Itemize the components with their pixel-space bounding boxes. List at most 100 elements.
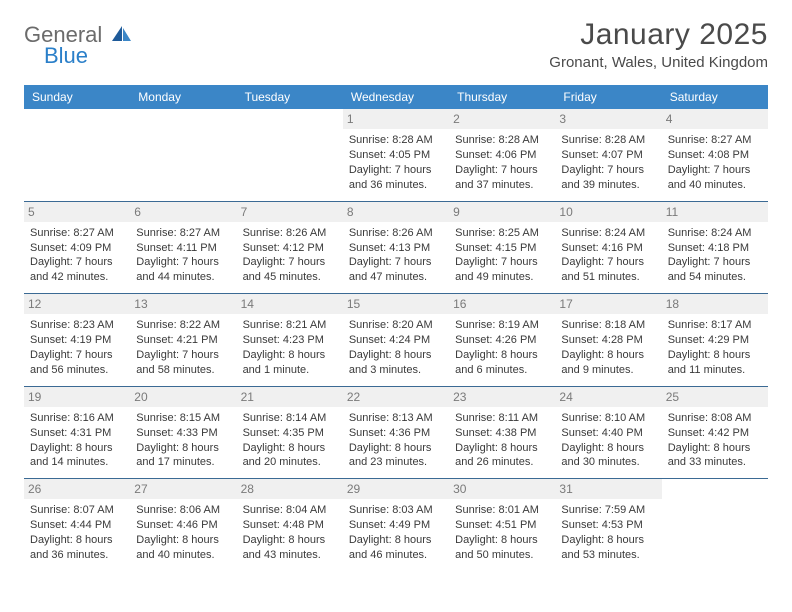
calendar-weeks: 1Sunrise: 8:28 AMSunset: 4:05 PMDaylight…	[24, 109, 768, 571]
month-title: January 2025	[549, 18, 768, 52]
sunset-text: Sunset: 4:38 PM	[455, 426, 549, 441]
daylight-text: Daylight: 8 hours	[561, 533, 655, 548]
day-number: 18	[662, 294, 768, 314]
sunrise-text: Sunrise: 8:25 AM	[455, 226, 549, 241]
daylight-text: and 6 minutes.	[455, 363, 549, 378]
sunrise-text: Sunrise: 8:27 AM	[30, 226, 124, 241]
calendar-cell: 30Sunrise: 8:01 AMSunset: 4:51 PMDayligh…	[449, 479, 555, 571]
sunrise-text: Sunrise: 8:08 AM	[668, 411, 762, 426]
calendar: SundayMondayTuesdayWednesdayThursdayFrid…	[24, 85, 768, 571]
sunset-text: Sunset: 4:18 PM	[668, 241, 762, 256]
sunrise-text: Sunrise: 8:28 AM	[349, 133, 443, 148]
calendar-cell	[130, 109, 236, 201]
sunrise-text: Sunrise: 8:15 AM	[136, 411, 230, 426]
daylight-text: and 56 minutes.	[30, 363, 124, 378]
sunrise-text: Sunrise: 8:24 AM	[561, 226, 655, 241]
sunset-text: Sunset: 4:07 PM	[561, 148, 655, 163]
calendar-cell: 31Sunrise: 7:59 AMSunset: 4:53 PMDayligh…	[555, 479, 661, 571]
day-header-cell: Thursday	[449, 85, 555, 109]
day-number: 20	[130, 387, 236, 407]
calendar-cell: 29Sunrise: 8:03 AMSunset: 4:49 PMDayligh…	[343, 479, 449, 571]
calendar-cell: 26Sunrise: 8:07 AMSunset: 4:44 PMDayligh…	[24, 479, 130, 571]
daylight-text: and 36 minutes.	[349, 178, 443, 193]
calendar-cell: 2Sunrise: 8:28 AMSunset: 4:06 PMDaylight…	[449, 109, 555, 201]
sunset-text: Sunset: 4:15 PM	[455, 241, 549, 256]
page-header: General Blue January 2025 Gronant, Wales…	[24, 18, 768, 71]
daylight-text: and 33 minutes.	[668, 455, 762, 470]
logo-text: General Blue	[24, 24, 133, 67]
day-header-cell: Monday	[130, 85, 236, 109]
daylight-text: Daylight: 8 hours	[136, 441, 230, 456]
calendar-cell: 8 Sunrise: 8:26 AMSunset: 4:13 PMDaylight…	[343, 202, 449, 294]
sunrise-text: Sunrise: 8:11 AM	[455, 411, 549, 426]
calendar-cell	[237, 109, 343, 201]
sunrise-text: Sunrise: 8:27 AM	[136, 226, 230, 241]
daylight-text: Daylight: 7 hours	[349, 255, 443, 270]
daylight-text: Daylight: 7 hours	[349, 163, 443, 178]
day-number: 3	[555, 109, 661, 129]
day-number: 14	[237, 294, 343, 314]
sunset-text: Sunset: 4:46 PM	[136, 518, 230, 533]
daylight-text: Daylight: 8 hours	[243, 533, 337, 548]
daylight-text: Daylight: 7 hours	[668, 255, 762, 270]
daylight-text: and 45 minutes.	[243, 270, 337, 285]
day-number: 11	[662, 202, 768, 222]
calendar-cell: 3Sunrise: 8:28 AMSunset: 4:07 PMDaylight…	[555, 109, 661, 201]
day-header-row: SundayMondayTuesdayWednesdayThursdayFrid…	[24, 85, 768, 109]
day-number: 28	[237, 479, 343, 499]
sunset-text: Sunset: 4:42 PM	[668, 426, 762, 441]
logo: General Blue	[24, 24, 133, 67]
sunset-text: Sunset: 4:23 PM	[243, 333, 337, 348]
daylight-text: Daylight: 7 hours	[30, 255, 124, 270]
sunrise-text: Sunrise: 8:21 AM	[243, 318, 337, 333]
daylight-text: Daylight: 8 hours	[243, 441, 337, 456]
day-number: 22	[343, 387, 449, 407]
calendar-week: 12Sunrise: 8:23 AMSunset: 4:19 PMDayligh…	[24, 294, 768, 387]
logo-blue: Blue	[44, 45, 133, 67]
daylight-text: and 53 minutes.	[561, 548, 655, 563]
daylight-text: and 47 minutes.	[349, 270, 443, 285]
daylight-text: Daylight: 7 hours	[243, 255, 337, 270]
sunrise-text: Sunrise: 8:13 AM	[349, 411, 443, 426]
sunrise-text: Sunrise: 8:03 AM	[349, 503, 443, 518]
day-number: 8	[343, 202, 449, 222]
daylight-text: Daylight: 8 hours	[668, 441, 762, 456]
sunrise-text: Sunrise: 8:26 AM	[349, 226, 443, 241]
sunrise-text: Sunrise: 8:28 AM	[561, 133, 655, 148]
daylight-text: Daylight: 8 hours	[349, 348, 443, 363]
day-number: 27	[130, 479, 236, 499]
sunset-text: Sunset: 4:11 PM	[136, 241, 230, 256]
daylight-text: Daylight: 8 hours	[455, 441, 549, 456]
day-number: 12	[24, 294, 130, 314]
daylight-text: Daylight: 8 hours	[136, 533, 230, 548]
daylight-text: and 14 minutes.	[30, 455, 124, 470]
daylight-text: and 49 minutes.	[455, 270, 549, 285]
calendar-cell: 24Sunrise: 8:10 AMSunset: 4:40 PMDayligh…	[555, 387, 661, 479]
calendar-cell: 11 Sunrise: 8:24 AMSunset: 4:18 PMDayligh…	[662, 202, 768, 294]
day-number: 30	[449, 479, 555, 499]
sunrise-text: Sunrise: 8:24 AM	[668, 226, 762, 241]
sunrise-text: Sunrise: 8:22 AM	[136, 318, 230, 333]
daylight-text: and 50 minutes.	[455, 548, 549, 563]
day-number: 10	[555, 202, 661, 222]
calendar-cell: 6Sunrise: 8:27 AMSunset: 4:11 PMDaylight…	[130, 202, 236, 294]
daylight-text: and 11 minutes.	[668, 363, 762, 378]
calendar-week: 19Sunrise: 8:16 AMSunset: 4:31 PMDayligh…	[24, 387, 768, 480]
daylight-text: and 26 minutes.	[455, 455, 549, 470]
sunset-text: Sunset: 4:08 PM	[668, 148, 762, 163]
sunset-text: Sunset: 4:53 PM	[561, 518, 655, 533]
sunrise-text: Sunrise: 8:10 AM	[561, 411, 655, 426]
sunset-text: Sunset: 4:13 PM	[349, 241, 443, 256]
sunset-text: Sunset: 4:24 PM	[349, 333, 443, 348]
calendar-cell: 10Sunrise: 8:24 AMSunset: 4:16 PMDayligh…	[555, 202, 661, 294]
sunrise-text: Sunrise: 8:27 AM	[668, 133, 762, 148]
sunrise-text: Sunrise: 8:07 AM	[30, 503, 124, 518]
sunset-text: Sunset: 4:26 PM	[455, 333, 549, 348]
daylight-text: and 54 minutes.	[668, 270, 762, 285]
sunset-text: Sunset: 4:09 PM	[30, 241, 124, 256]
daylight-text: and 17 minutes.	[136, 455, 230, 470]
calendar-cell: 16Sunrise: 8:19 AMSunset: 4:26 PMDayligh…	[449, 294, 555, 386]
daylight-text: and 43 minutes.	[243, 548, 337, 563]
daylight-text: Daylight: 8 hours	[30, 441, 124, 456]
day-number: 7	[237, 202, 343, 222]
